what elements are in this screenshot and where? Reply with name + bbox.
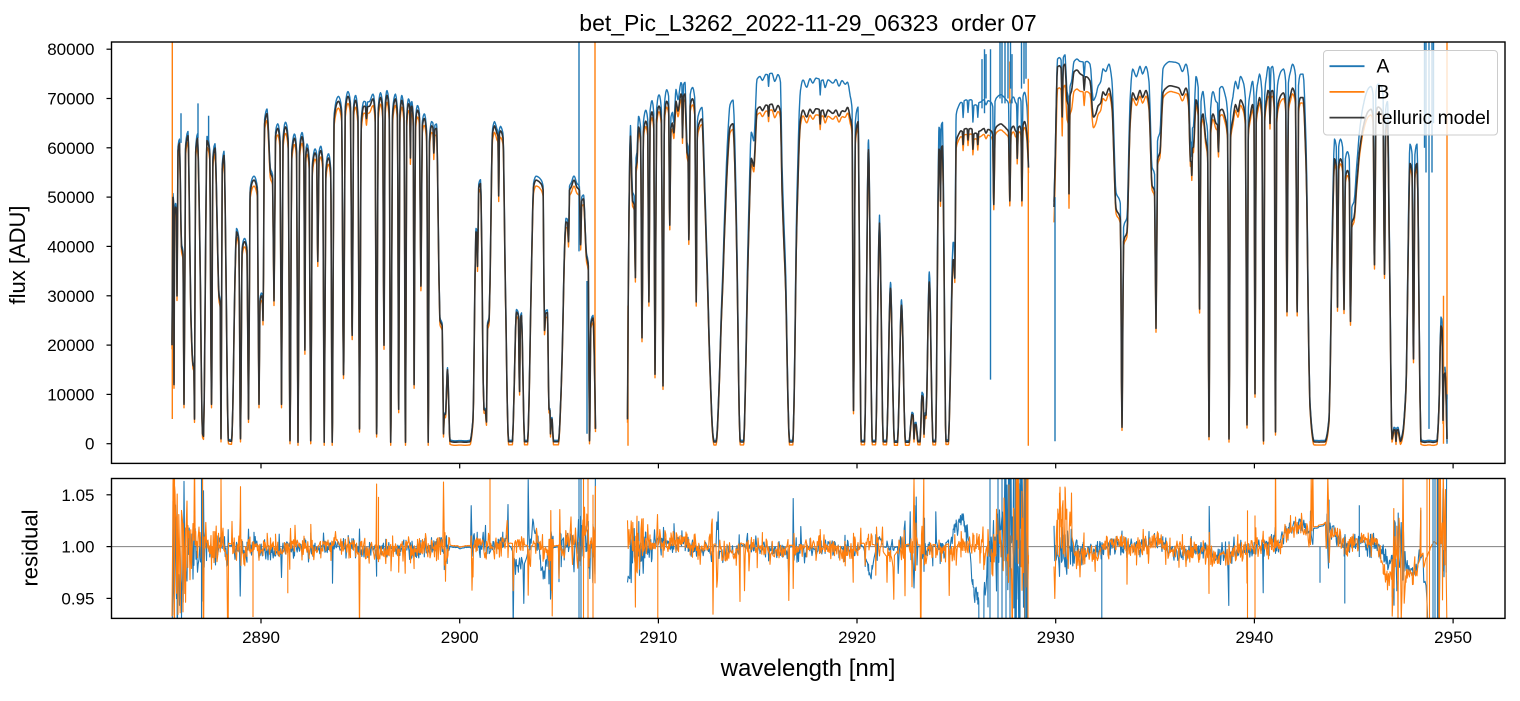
svg-text:1.05: 1.05	[61, 486, 94, 505]
svg-text:2950: 2950	[1434, 628, 1472, 647]
svg-text:2940: 2940	[1235, 628, 1273, 647]
svg-text:bet_Pic_L3262_2022-11-29_06323: bet_Pic_L3262_2022-11-29_06323 order 07	[579, 10, 1036, 36]
svg-text:50000: 50000	[47, 188, 94, 207]
svg-text:20000: 20000	[47, 336, 94, 355]
svg-text:wavelength [nm]: wavelength [nm]	[720, 655, 896, 682]
svg-text:0: 0	[85, 435, 94, 454]
svg-text:flux [ADU]: flux [ADU]	[5, 205, 30, 304]
svg-text:telluric model: telluric model	[1377, 108, 1491, 129]
svg-text:2920: 2920	[838, 628, 876, 647]
svg-text:10000: 10000	[47, 385, 94, 404]
svg-text:60000: 60000	[47, 139, 94, 158]
svg-text:2910: 2910	[639, 628, 677, 647]
svg-text:2890: 2890	[242, 628, 280, 647]
svg-text:2900: 2900	[441, 628, 479, 647]
svg-text:40000: 40000	[47, 237, 94, 256]
svg-text:1.00: 1.00	[61, 538, 94, 557]
svg-text:2930: 2930	[1037, 628, 1075, 647]
svg-text:80000: 80000	[47, 40, 94, 59]
svg-text:30000: 30000	[47, 287, 94, 306]
svg-text:B: B	[1377, 82, 1390, 103]
svg-text:A: A	[1377, 57, 1390, 78]
svg-text:70000: 70000	[47, 90, 94, 109]
svg-text:residual: residual	[18, 509, 43, 586]
svg-text:0.95: 0.95	[61, 589, 94, 608]
